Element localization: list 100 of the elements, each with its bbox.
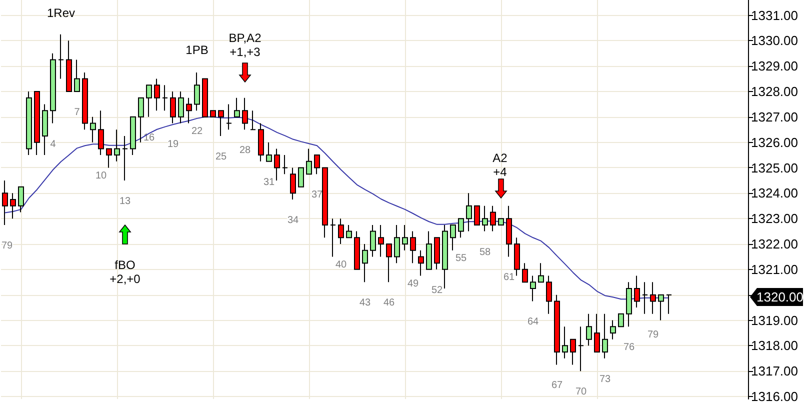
- x-tick-label: 43: [359, 298, 371, 309]
- candlestick: [658, 294, 664, 321]
- x-tick-label: 46: [383, 298, 395, 309]
- candlestick: [602, 313, 608, 359]
- candlestick: [666, 294, 672, 314]
- candlestick: [10, 192, 16, 220]
- candlestick: [586, 313, 592, 346]
- candlestick: [458, 218, 464, 238]
- candlestick: [618, 313, 624, 328]
- candlestick: [402, 224, 408, 251]
- x-tick-label: 19: [167, 138, 179, 150]
- candlestick: [290, 167, 296, 200]
- candlestick: [322, 167, 328, 238]
- candlestick: [578, 326, 584, 372]
- candlestick: [34, 91, 40, 156]
- candlestick: [242, 97, 248, 130]
- candlestick: [346, 224, 352, 238]
- candlestick: [66, 40, 72, 92]
- y-tick-label: 1322.00: [751, 236, 798, 252]
- candlestick: [626, 282, 632, 328]
- y-tick-label: 1331.00: [751, 8, 798, 23]
- candlestick: [610, 320, 616, 340]
- candlestick: [418, 250, 424, 276]
- x-tick-label: 13: [119, 196, 131, 207]
- x-tick-label: 58: [479, 246, 491, 258]
- y-tick-label: 1319.00: [751, 312, 798, 328]
- candlestick: [146, 84, 152, 118]
- x-tick-label: 16: [143, 132, 155, 144]
- y-tick-label: 1328.00: [751, 84, 798, 99]
- candlestick: [546, 275, 552, 314]
- candlestick: [314, 154, 320, 175]
- candlestick: [26, 91, 32, 156]
- y-tick-label: 1325.00: [751, 160, 798, 176]
- annotation: A2 +4: [492, 151, 508, 179]
- candlestick: [114, 129, 120, 162]
- annotation: 1PB: [186, 43, 208, 57]
- candlestick: [266, 142, 272, 162]
- candlestick: [562, 326, 568, 359]
- candlestick: [130, 116, 136, 156]
- candlestick: [538, 262, 544, 283]
- candlestick: [338, 218, 344, 244]
- candlestick: [354, 230, 360, 270]
- x-tick-label: 73: [599, 374, 611, 385]
- text: 1320.00: [756, 290, 804, 304]
- candlestick: [474, 205, 480, 226]
- x-tick-label: 22: [191, 126, 203, 138]
- candlestick: [194, 72, 200, 112]
- candlestick: [50, 52, 56, 124]
- candlestick: [98, 110, 104, 156]
- x-tick-label: 34: [287, 215, 299, 226]
- x-tick-label: 10: [95, 170, 107, 182]
- candlestick: [306, 148, 312, 175]
- candlestick: [74, 59, 80, 92]
- y-tick-label: 1329.00: [751, 58, 798, 74]
- candlestick: [2, 180, 8, 226]
- x-tick-label: 67: [551, 380, 563, 392]
- candlestick: [82, 72, 88, 130]
- y-tick-label: 1324.00: [751, 186, 798, 201]
- x-tick-label: 49: [407, 278, 419, 290]
- x-tick-label: 7: [74, 107, 80, 118]
- candlestick: [466, 192, 472, 232]
- candlestick: [482, 205, 488, 232]
- candlestick: [410, 230, 416, 264]
- candlestick: [178, 91, 184, 124]
- candlestick: [58, 34, 64, 80]
- x-tick-label: 37: [311, 190, 323, 201]
- candlestick: [394, 224, 400, 264]
- candlestick: [490, 205, 496, 232]
- candlestick: [650, 282, 656, 314]
- candlestick: [42, 104, 48, 156]
- candlestick: [274, 148, 280, 181]
- x-tick-label: 4: [50, 138, 56, 150]
- x-tick-label: 64: [527, 316, 539, 328]
- candlestick: [554, 294, 560, 366]
- y-tick-label: 1330.00: [751, 33, 798, 48]
- candlestick: [378, 224, 384, 258]
- x-tick-label: 25: [215, 151, 227, 162]
- candlestick: [514, 237, 520, 276]
- candlestick: [218, 110, 224, 136]
- candlestick: [106, 148, 112, 168]
- candlestick: [434, 237, 440, 270]
- candlestick: [530, 275, 536, 302]
- candlestick: [594, 313, 600, 353]
- y-tick-label: 1318.00: [751, 338, 798, 354]
- x-tick-label: 79: [647, 329, 659, 340]
- x-tick-label: 28: [239, 145, 251, 156]
- x-tick-label: 52: [431, 284, 443, 296]
- candlestick: [154, 78, 160, 112]
- candlestick: [258, 122, 264, 162]
- y-tick-label: 1326.00: [751, 134, 798, 150]
- candlestick: [642, 282, 648, 314]
- candlestick: [498, 218, 504, 226]
- candlestick: [370, 224, 376, 258]
- x-tick-label: 76: [623, 342, 635, 354]
- candlestick: [522, 262, 528, 283]
- candlestick: [18, 186, 24, 213]
- candlestick: [506, 205, 512, 258]
- candlestick: [570, 338, 576, 366]
- candlestick: [250, 110, 256, 130]
- candlestick: [226, 104, 232, 130]
